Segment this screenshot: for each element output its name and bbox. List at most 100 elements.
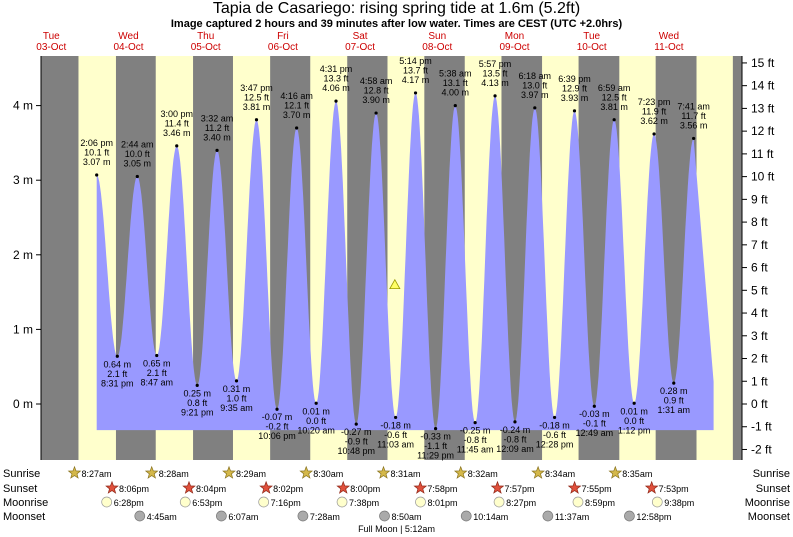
low-tide-point [195,383,199,387]
left-axis-tick-label: 0 m [13,397,33,411]
right-axis-tick-label: 2 ft [751,352,768,366]
high-tide-ft-label: 11.4 ft [165,118,190,128]
low-tide-point [552,415,557,420]
moonset-icon [460,510,472,522]
high-tide-m-label: 3.05 m [124,158,152,168]
day-of-week-label: Sat [353,31,368,42]
high-tide-point [572,109,577,113]
low-tide-point [115,354,119,358]
day-of-week-label: Mon [505,31,524,42]
right-axis-tick-label: 4 ft [751,306,768,320]
sunrise-time: 8:31am [390,469,420,479]
high-tide-time-label: 3:47 pm [240,83,273,93]
moonset-icon [624,510,635,522]
high-tide-time-label: 5:57 pm [479,59,512,69]
high-tide-ft-label: 13.0 ft [522,80,548,90]
sunrise-time: 8:27am [81,469,111,479]
high-tide-m-label: 3.40 m [203,132,231,142]
low-tide-m-label: 0.01 m [302,406,330,416]
high-tide-time-label: 3:32 am [201,113,234,123]
low-tide-m-label: -0.24 m [500,425,531,435]
high-tide-time-label: 2:44 am [121,139,154,149]
low-tide-m-label: -0.33 m [420,432,451,442]
date-label: 04-Oct [113,42,143,53]
low-tide-ft-label: -0.2 ft [266,422,290,432]
right-axis-tick-label: 10 ft [751,170,775,184]
low-tide-time-label: 10:06 pm [258,431,296,441]
chart-subtitle: Image captured 2 hours and 39 minutes af… [170,18,623,30]
low-tide-point [234,379,239,383]
moonrise-time: 6:53pm [192,498,222,508]
sunset-icon [105,480,119,494]
date-label: 09-Oct [499,42,529,53]
high-tide-m-label: 3.97 m [521,90,549,100]
moonrise-icon [101,496,113,508]
sunset-time: 7:58pm [427,484,457,494]
high-tide-point [652,132,656,136]
moonset-time: 4:45am [147,512,177,522]
high-tide-ft-label: 13.5 ft [483,68,509,78]
day-of-week-label: Wed [659,31,679,42]
high-tide-point [254,118,259,122]
low-tide-point [434,427,438,431]
high-tide-m-label: 3.81 m [600,102,628,112]
high-tide-m-label: 3.93 m [561,93,589,103]
low-tide-point [275,407,279,411]
day-of-week-label: Thu [197,31,214,42]
low-tide-m-label: -0.18 m [380,420,411,430]
sunset-time: 7:57pm [504,484,534,494]
low-tide-ft-label: -0.9 ft [345,437,369,447]
moonset-time: 12:58pm [636,512,671,522]
low-tide-time-label: 11:29 pm [417,451,454,461]
moonset-time: 10:14am [473,512,508,522]
right-axis-tick-label: 13 ft [751,101,775,115]
date-label: 11-Oct [654,42,683,53]
low-tide-point [513,420,517,424]
low-tide-ft-label: -0.8 ft [464,435,488,445]
sunset-icon [644,480,659,494]
low-tide-time-label: 8:31 pm [101,378,134,388]
low-tide-time-label: 12:09 am [496,444,534,454]
low-tide-ft-label: -0.8 ft [503,434,527,444]
right-axis-tick-label: 0 ft [751,397,768,411]
left-axis-tick-label: 4 m [13,99,33,113]
moonrise-time: 6:28pm [114,498,144,508]
sunrise-icon [608,465,623,479]
moonrise-time: 9:38pm [664,498,694,508]
low-tide-time-label: 1:12 pm [618,425,651,435]
low-tide-m-label: 0.28 m [660,386,688,396]
sunrise-icon [299,465,314,479]
sunrise-row-label: Sunrise [3,468,40,480]
sunrise-time: 8:34am [545,469,575,479]
sunrise-time: 8:28am [159,469,189,479]
low-tide-point [354,422,358,426]
high-tide-time-label: 5:14 pm [399,56,432,66]
high-tide-ft-label: 12.5 ft [244,92,270,102]
low-tide-time-label: 12:28 pm [536,439,574,449]
moonrise-icon [179,496,191,508]
moonrise-icon [258,496,270,508]
sunrise-icon [67,465,82,479]
high-tide-time-label: 5:38 am [439,69,472,79]
sunrise-icon [531,465,545,479]
low-tide-m-label: -0.07 m [262,412,293,422]
day-of-week-label: Sun [428,31,446,42]
right-axis-tick-label: 3 ft [751,329,768,343]
moonset-time: 8:50am [392,512,422,522]
right-axis-tick-label: 12 ft [751,124,775,138]
low-tide-ft-label: 0.0 ft [624,416,645,426]
right-axis-tick-label: 14 ft [751,79,775,93]
low-tide-ft-label: 2.1 ft [107,369,128,379]
high-tide-point [374,111,378,115]
high-tide-time-label: 2:06 pm [80,138,113,148]
sunrise-icon [376,465,391,479]
tide-area [96,92,714,431]
high-tide-point [692,136,696,141]
moonset-icon [216,510,227,522]
sunset-icon [567,480,582,494]
date-label: 05-Oct [191,42,221,53]
moonrise-row-label: Moonrise [3,497,48,509]
low-tide-time-label: 11:45 am [457,445,494,455]
current-level-marker [389,278,401,290]
